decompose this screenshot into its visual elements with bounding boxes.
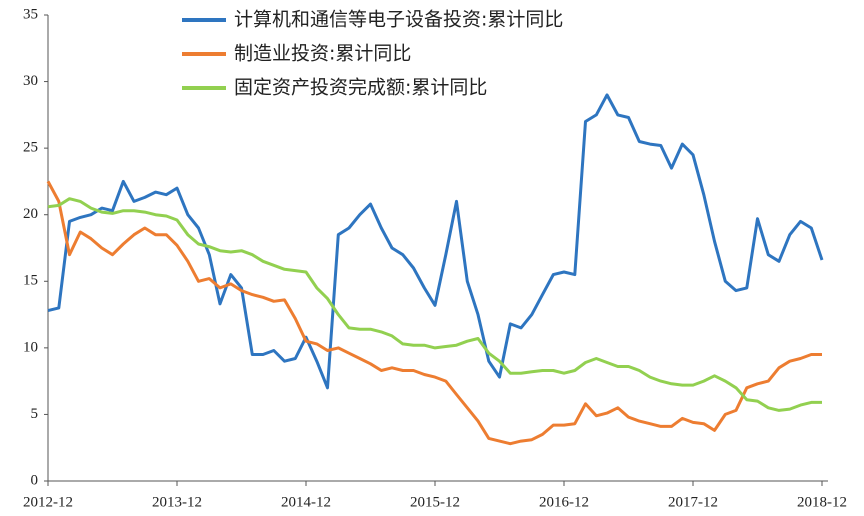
y-tick-label: 5 (31, 406, 39, 422)
x-tick-label: 2012-12 (23, 494, 73, 510)
legend-label: 计算机和通信等电子设备投资:累计同比 (234, 9, 563, 31)
series-line (46, 180, 822, 446)
x-tick-label: 2018-12 (797, 494, 847, 510)
x-tick-label: 2013-12 (152, 494, 202, 510)
legend-label: 固定资产投资完成额:累计同比 (234, 77, 487, 99)
x-tick-label: 2015-12 (410, 494, 460, 510)
legend: 计算机和通信等电子设备投资:累计同比制造业投资:累计同比固定资产投资完成额:累计… (182, 9, 563, 99)
legend-label: 制造业投资:累计同比 (234, 43, 411, 65)
y-tick-label: 25 (23, 140, 38, 156)
x-tick-label: 2014-12 (281, 494, 331, 510)
y-tick-label: 20 (23, 206, 38, 222)
x-tick-label: 2016-12 (539, 494, 589, 510)
series-line (47, 93, 824, 390)
y-tick-label: 15 (23, 273, 38, 289)
x-tick-label: 2017-12 (668, 494, 718, 510)
y-tick-label: 35 (23, 6, 38, 22)
series-line (47, 197, 822, 412)
y-tick-label: 10 (23, 339, 38, 355)
y-tick-label: 0 (31, 472, 39, 488)
y-tick-label: 30 (23, 73, 38, 89)
